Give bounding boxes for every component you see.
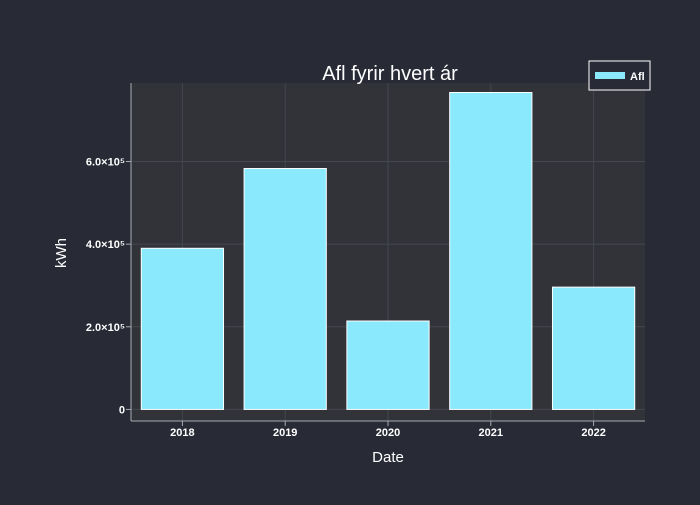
bars xyxy=(140,92,636,410)
x-tick-label: 2020 xyxy=(376,427,400,439)
x-tick-label: 2022 xyxy=(581,427,605,439)
legend-label: Afl xyxy=(630,71,645,83)
axes: 0 2.0×10⁵ 4.0×10⁵ 6.0×10⁵ 2018 2019 2020 2021 20… xyxy=(86,83,645,439)
y-tick-label: 2.0×10⁵ xyxy=(86,322,125,334)
x-tick-label: 2018 xyxy=(170,427,194,439)
x-tick-label: 2021 xyxy=(479,427,503,439)
legend-swatch xyxy=(595,72,625,79)
y-axis-title: kWh xyxy=(53,238,70,268)
bar-2019[interactable] xyxy=(243,168,327,410)
x-tick-label: 2019 xyxy=(273,427,297,439)
bar-2020[interactable] xyxy=(346,320,430,410)
y-tick-label: 6.0×10⁵ xyxy=(86,157,125,169)
chart-title: Afl fyrir hvert ár xyxy=(322,63,458,85)
bar-2021[interactable] xyxy=(449,92,533,410)
y-tick-label: 0 xyxy=(119,404,125,416)
y-tick-label: 4.0×10⁵ xyxy=(86,239,125,251)
bar-2022[interactable] xyxy=(551,286,636,410)
x-axis-title: Date xyxy=(372,449,404,466)
bar-2018[interactable] xyxy=(140,247,225,410)
legend[interactable]: Afl xyxy=(588,60,651,91)
